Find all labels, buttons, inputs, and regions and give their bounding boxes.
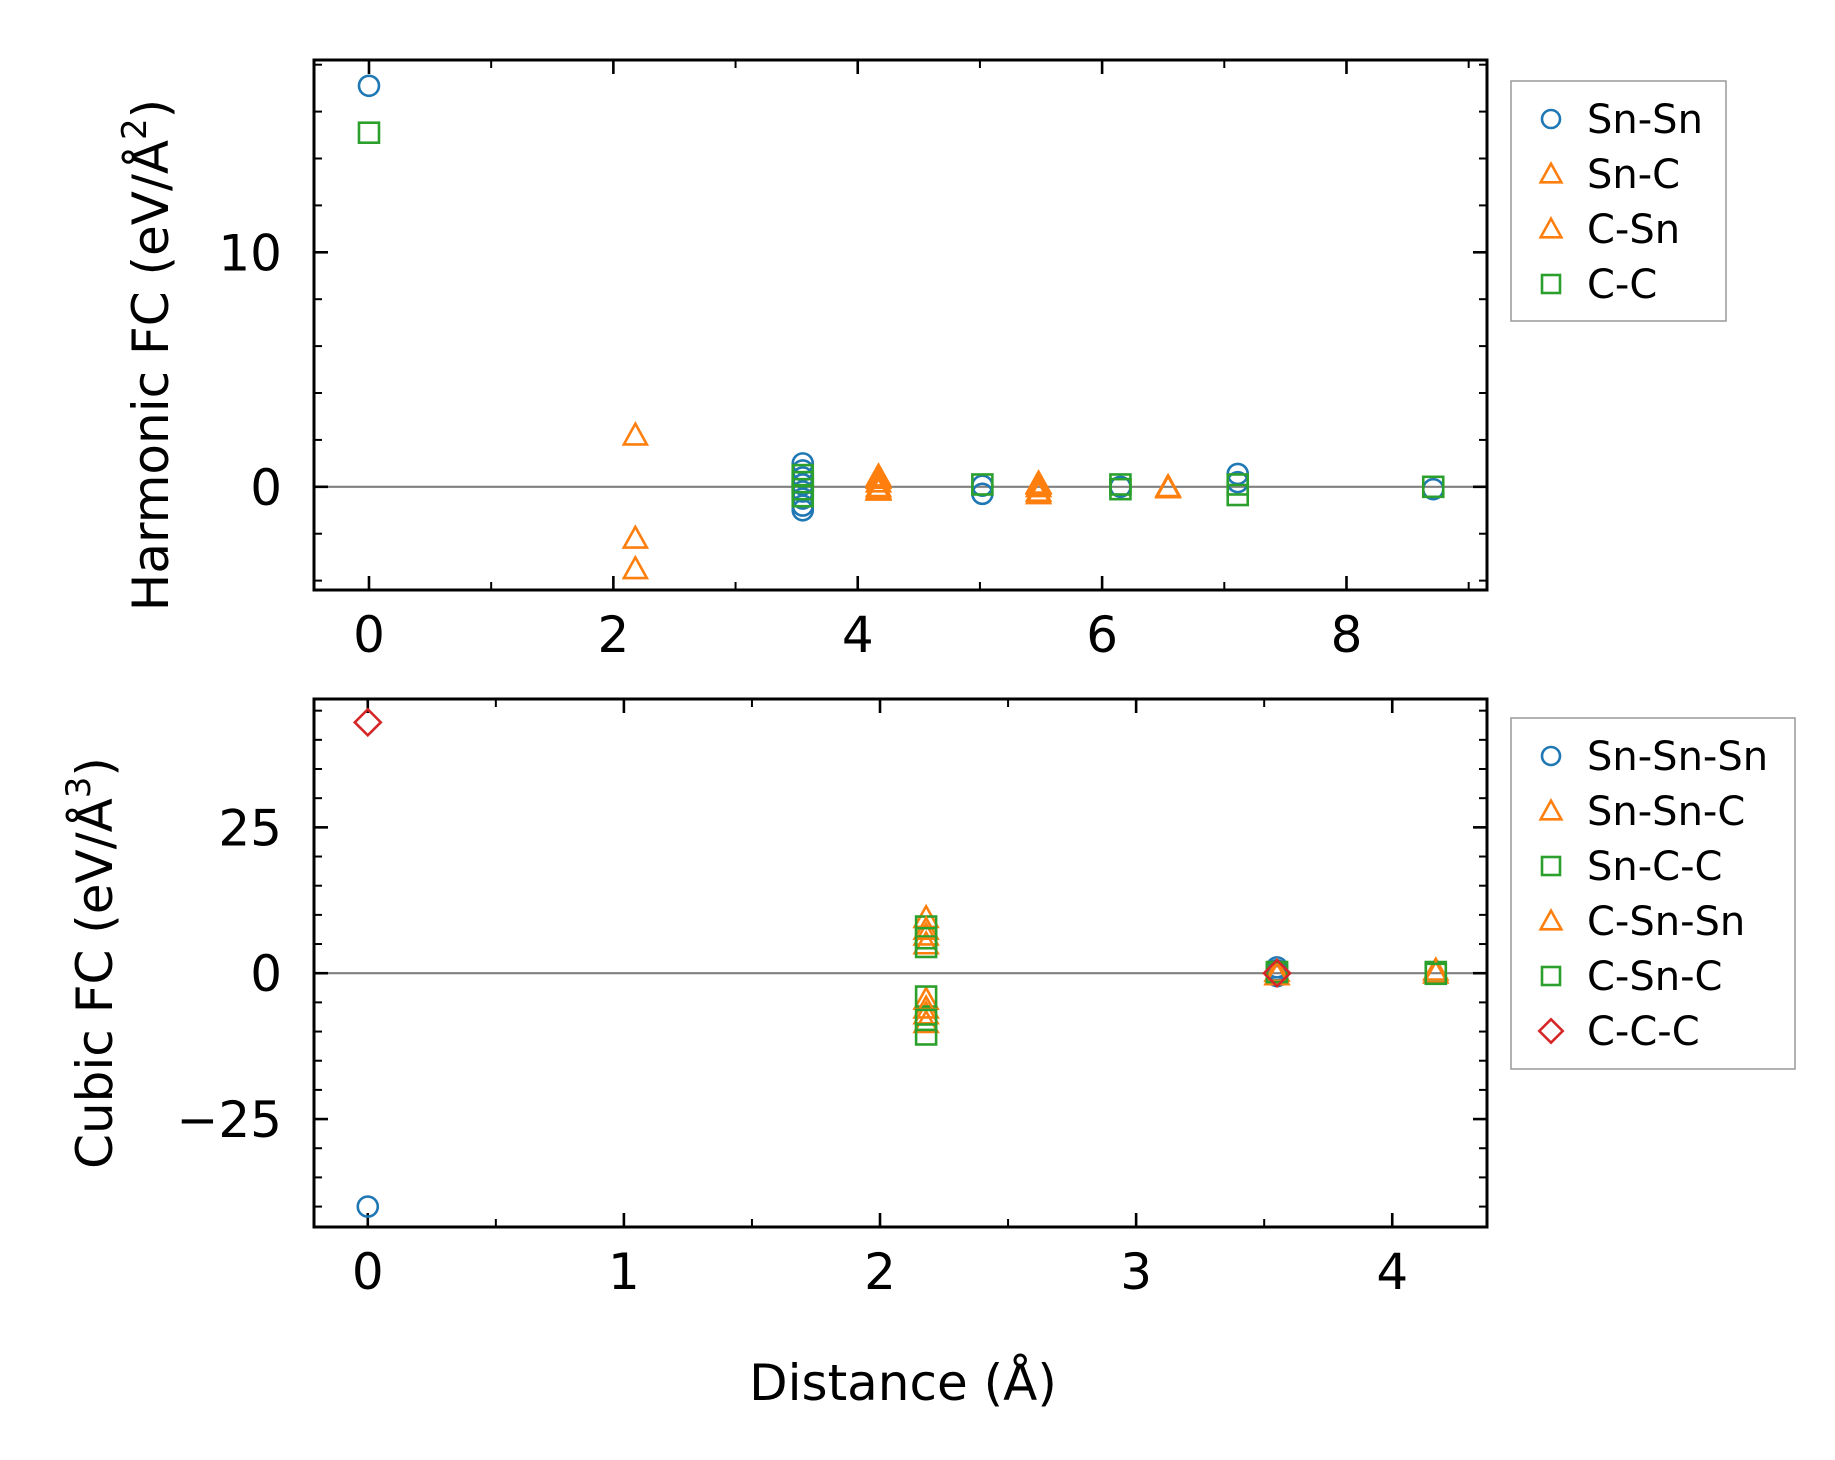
cubic-point-c-sn-c	[1424, 962, 1448, 986]
harmonic-axes-frame	[312, 58, 1489, 592]
harmonic-legend-marker-sn-sn	[1540, 108, 1562, 130]
harmonic-ytick-label: 10	[218, 224, 282, 282]
cubic-xtick-label: 4	[1376, 1243, 1408, 1301]
cubic-point-c-c-c	[1262, 958, 1292, 989]
harmonic-point-sn-sn	[357, 74, 381, 98]
harmonic-xtick-label: 6	[1086, 606, 1118, 664]
harmonic-point-c-sn	[864, 464, 893, 490]
harmonic-point-c-sn	[1024, 470, 1053, 495]
harmonic-ticks: 0 2 4 6 8 0 10	[218, 60, 1487, 664]
cubic-legend-label-c-sn-c: C-Sn-C	[1587, 954, 1722, 1000]
harmonic-point-sn-c	[621, 524, 650, 549]
cubic-legend-label-c-sn-sn: C-Sn-Sn	[1587, 899, 1745, 945]
cubic-point-sn-sn-c	[1422, 956, 1450, 981]
harmonic-legend-label-sn-sn: Sn-Sn	[1587, 97, 1703, 143]
harmonic-point-sn-c	[621, 554, 650, 580]
cubic-point-sn-c-c	[914, 1023, 938, 1046]
cubic-legend-marker-c-sn-sn	[1538, 907, 1564, 931]
harmonic-legend-marker-c-c	[1540, 273, 1562, 295]
harmonic-point-c-c	[971, 473, 994, 496]
cubic-legend-label-sn-c-c: Sn-C-C	[1587, 844, 1722, 890]
harmonic-xtick-label: 2	[597, 606, 629, 664]
cubic-legend-label-sn-sn-sn: Sn-Sn-Sn	[1587, 734, 1768, 780]
cubic-axes-frame	[312, 697, 1489, 1229]
cubic-ytick-label: 0	[250, 945, 282, 1003]
harmonic-point-sn-c	[864, 467, 893, 493]
cubic-ticks: 0 1 2 3 4 −25 0 25	[176, 699, 1487, 1301]
harmonic-point-c-sn	[1024, 479, 1053, 505]
cubic-markers	[352, 707, 1450, 1218]
cubic-legend: Sn-Sn-Sn Sn-Sn-C Sn-C-C C-Sn-Sn C-Sn-C C-C-C	[1510, 717, 1796, 1070]
cubic-xtick-label: 1	[608, 1243, 640, 1301]
harmonic-point-c-c	[357, 121, 381, 144]
cubic-legend-label-c-c-c: C-C-C	[1587, 1009, 1700, 1055]
cubic-point-sn-sn-c	[912, 1008, 940, 1034]
harmonic-legend-label-sn-c: Sn-C	[1587, 152, 1680, 198]
harmonic-legend-frame	[1510, 80, 1727, 322]
cubic-ytick-label: 25	[218, 799, 282, 857]
cubic-point-sn-sn-c	[912, 929, 940, 955]
cubic-legend-items: Sn-Sn-Sn Sn-Sn-C Sn-C-C C-Sn-Sn C-Sn-C C-C-C	[1537, 734, 1768, 1055]
harmonic-ytick-label: 0	[250, 459, 282, 517]
cubic-xtick-label: 3	[1120, 1243, 1152, 1301]
cubic-point-c-sn-sn	[1263, 960, 1291, 986]
harmonic-point-c-c	[1226, 483, 1250, 507]
cubic-xtick-label: 2	[864, 1243, 896, 1301]
cubic-legend-marker-c-sn-c	[1540, 965, 1562, 987]
harmonic-point-c-c	[1421, 475, 1445, 499]
harmonic-legend-label-c-sn: C-Sn	[1587, 207, 1680, 253]
harmonic-xtick-label: 0	[353, 606, 385, 664]
cubic-point-sn-c-c	[914, 985, 938, 1008]
cubic-point-sn-sn-c	[1263, 957, 1291, 982]
harmonic-xtick-label: 8	[1331, 606, 1363, 664]
x-axis-label: Distance (Å)	[749, 1354, 1057, 1412]
cubic-ylabel: Cubic FC (eV/Å3)	[59, 757, 124, 1169]
cubic-point-sn-sn-sn	[356, 1195, 380, 1218]
cubic-point-c-sn-c	[914, 1008, 938, 1032]
harmonic-legend-marker-c-sn	[1538, 215, 1564, 239]
cubic-point-c-sn-sn	[1422, 959, 1450, 984]
cubic-point-sn-sn-c	[912, 921, 940, 946]
harmonic-point-c-c	[1109, 477, 1132, 501]
harmonic-legend-marker-sn-c	[1538, 160, 1564, 184]
cubic-legend-marker-sn-sn-c	[1538, 797, 1564, 821]
cubic-point-c-sn-sn	[912, 994, 940, 1019]
harmonic-point-sn-sn	[791, 498, 815, 522]
cubic-point-c-c-c	[352, 707, 383, 738]
harmonic-legend-items: Sn-Sn Sn-C C-Sn C-C	[1538, 97, 1703, 308]
cubic-legend-frame	[1510, 717, 1796, 1070]
harmonic-point-c-c	[791, 484, 815, 508]
harmonic-point-c-sn	[864, 474, 893, 500]
harmonic-ylabel: Harmonic FC (eV/Å2)	[115, 99, 180, 611]
harmonic-point-sn-c	[621, 421, 650, 446]
harmonic-legend-label-c-c: C-C	[1587, 262, 1657, 308]
harmonic-point-c-sn	[1154, 473, 1182, 499]
cubic-legend-marker-sn-sn-sn	[1540, 745, 1562, 767]
harmonic-panel: 0 2 4 6 8 0 10 Harmonic FC (eV/Å2) Sn-Sn Sn-C C-…	[115, 58, 1727, 664]
cubic-legend-marker-sn-c-c	[1540, 855, 1562, 877]
cubic-xtick-label: 0	[352, 1243, 384, 1301]
harmonic-xtick-label: 4	[842, 606, 874, 664]
cubic-ytick-label: −25	[176, 1091, 282, 1149]
cubic-legend-marker-c-c-c	[1537, 1017, 1565, 1045]
harmonic-markers	[357, 74, 1445, 580]
cubic-legend-label-sn-sn-c: Sn-Sn-C	[1587, 789, 1745, 835]
harmonic-legend: Sn-Sn Sn-C C-Sn C-C	[1510, 80, 1727, 322]
cubic-point-c-sn-c	[914, 926, 938, 950]
